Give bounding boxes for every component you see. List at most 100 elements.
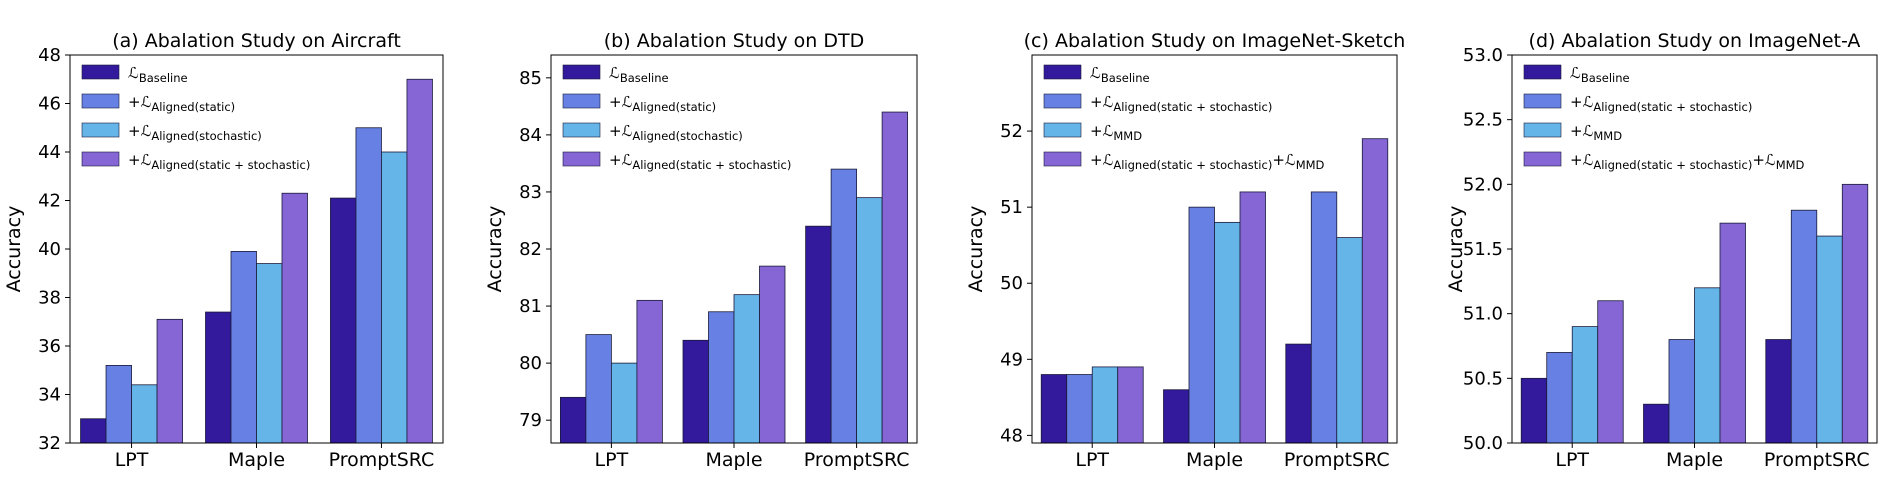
y-tick-label: 36: [38, 336, 61, 357]
legend-entry: ℒBaseline: [1570, 64, 1630, 85]
y-tick-label: 50.0: [1463, 433, 1503, 454]
bar-1-3-0: [636, 299, 663, 444]
bar-0-2-2: [381, 151, 408, 444]
y-axis-label: Accuracy: [3, 206, 25, 293]
bar-2-1-1: [1188, 206, 1215, 444]
bar-3-1-0: [1546, 352, 1573, 444]
bar-0-0-0: [80, 418, 107, 444]
legend-swatch: [562, 64, 601, 80]
legend-entry: +ℒAligned(static + stochastic): [1570, 93, 1752, 114]
y-tick-label: 82: [519, 239, 542, 260]
x-tick-label: LPT: [595, 449, 629, 471]
bar-2-0-1: [1163, 389, 1190, 444]
x-tick-label: LPT: [1075, 449, 1109, 471]
legend-swatch: [1523, 151, 1562, 167]
bar-2-1-0: [1066, 374, 1093, 444]
legend-swatch: [1043, 93, 1082, 109]
chart-title: (c) Abalation Study on ImageNet-Sketch: [1024, 30, 1406, 52]
bar-1-2-0: [610, 362, 638, 444]
bar-1-2-1: [733, 294, 760, 444]
x-tick-label: Maple: [705, 449, 762, 471]
bar-2-0-2: [1285, 343, 1312, 444]
x-tick-label: PromptSRC: [1284, 449, 1390, 471]
bar-3-2-2: [1816, 235, 1843, 444]
y-tick-label: 79: [519, 410, 542, 431]
legend-swatch: [1523, 122, 1562, 138]
legend-swatch: [1043, 151, 1082, 167]
legend-swatch: [81, 151, 120, 167]
legend-swatch: [1043, 122, 1082, 138]
bar-1-1-1: [708, 311, 735, 444]
bar-0-3-0: [156, 318, 183, 444]
bar-1-1-0: [585, 334, 612, 444]
legend-entry: +ℒAligned(static + stochastic)+ℒMMD: [1570, 151, 1805, 172]
bar-2-1-2: [1310, 191, 1338, 444]
legend-entry: +ℒMMD: [1090, 122, 1142, 143]
bar-0-2-0: [131, 384, 158, 444]
y-axis-label: Accuracy: [484, 206, 506, 293]
chart-title: (a) Abalation Study on Aircraft: [112, 30, 401, 52]
legend-swatch: [1523, 93, 1562, 109]
bar-0-0-1: [205, 311, 232, 444]
x-tick-label: LPT: [115, 449, 149, 471]
bar-0-1-0: [105, 364, 132, 444]
y-axis-label: Accuracy: [965, 206, 987, 293]
y-tick-label: 81: [519, 296, 542, 317]
y-tick-label: 84: [519, 125, 542, 146]
y-tick-label: 48: [38, 45, 61, 66]
bar-0-0-2: [330, 197, 357, 444]
y-tick-label: 51: [1000, 197, 1023, 218]
legend-entry: +ℒAligned(stochastic): [128, 122, 262, 143]
bar-1-0-0: [559, 396, 587, 444]
chart-panel-0: 32 34 36 38 40 42 44 46 48 LPT Maple PromptSRC (a) A…: [3, 30, 444, 471]
bar-3-2-1: [1694, 287, 1721, 444]
legend-swatch: [562, 93, 601, 109]
y-tick-label: 46: [38, 94, 61, 115]
bar-1-3-2: [881, 111, 909, 444]
y-tick-label: 50: [1000, 273, 1023, 294]
bar-3-1-2: [1790, 209, 1818, 444]
legend-entry: ℒBaseline: [609, 64, 669, 85]
y-tick-label: 53.0: [1463, 45, 1503, 66]
x-tick-label: Maple: [1666, 449, 1723, 471]
bar-1-3-1: [759, 265, 786, 444]
chart-title: (d) Abalation Study on ImageNet-A: [1529, 30, 1861, 52]
y-tick-label: 52: [1000, 121, 1023, 142]
bar-3-3-2: [1841, 183, 1869, 444]
y-tick-label: 52.5: [1463, 110, 1503, 131]
legend-swatch: [562, 151, 601, 167]
legend-entry: +ℒAligned(static + stochastic): [609, 151, 791, 172]
bar-2-3-0: [1117, 366, 1144, 444]
y-tick-label: 48: [1000, 425, 1023, 446]
bar-2-3-2: [1361, 138, 1389, 444]
chart-panel-2: 48 49 50 51 52 LPT Maple PromptSRC (c) Abalation…: [965, 30, 1405, 471]
bar-2-3-1: [1239, 191, 1266, 444]
legend-entry: +ℒAligned(static + stochastic): [128, 151, 310, 172]
bar-3-1-1: [1668, 339, 1695, 444]
y-tick-label: 38: [38, 288, 61, 309]
y-tick-label: 42: [38, 191, 61, 212]
legend-entry: +ℒAligned(stochastic): [609, 122, 743, 143]
legend-entry: ℒBaseline: [128, 64, 188, 85]
bar-0-1-2: [355, 127, 382, 444]
bar-3-3-0: [1597, 300, 1624, 444]
bar-1-0-1: [682, 339, 709, 444]
legend-swatch: [81, 93, 120, 109]
y-tick-label: 50.5: [1463, 368, 1503, 389]
bar-2-0-0: [1040, 374, 1068, 444]
bar-3-0-0: [1520, 377, 1548, 444]
chart-panel-3: 50.0 50.5 51.0 51.5 52.0 52.5 53.0 LPT Maple Prom…: [1445, 30, 1878, 471]
y-tick-label: 83: [519, 182, 542, 203]
legend-entry: +ℒAligned(static + stochastic): [1090, 93, 1272, 114]
x-tick-label: Maple: [1186, 449, 1243, 471]
legend-entry: +ℒAligned(static): [128, 93, 235, 114]
legend-swatch: [1523, 64, 1562, 80]
legend-swatch: [81, 64, 120, 80]
y-tick-label: 44: [38, 142, 61, 163]
legend-entry: +ℒAligned(static + stochastic)+ℒMMD: [1090, 151, 1325, 172]
bar-3-0-1: [1643, 403, 1670, 444]
legend-swatch: [81, 122, 120, 138]
legend-swatch: [1043, 64, 1082, 80]
